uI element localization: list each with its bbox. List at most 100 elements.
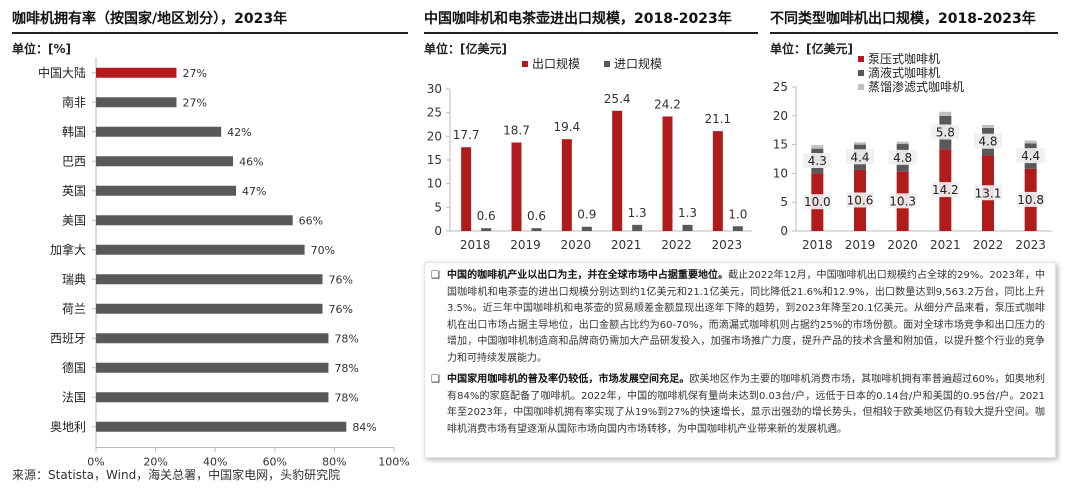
export-bar [612,110,623,231]
bar [96,362,329,373]
left-chart-unit: 单位：[%] [12,42,71,56]
y-tick-label: 20 [773,109,788,123]
x-tick-label: 2021 [930,238,961,252]
legend-label: 出口规模 [532,56,580,71]
import-bar [632,224,643,231]
data-label-bg [846,149,874,165]
export-bar [662,116,673,231]
left-title-rule [12,32,408,34]
y-tick-label: 10 [773,166,788,180]
export-data-label: 17.7 [453,128,480,142]
data-label-bg [846,192,874,208]
export-data-label: 19.4 [553,120,580,134]
data-label-bg [803,153,832,169]
note-export: ❑ 中国的咖啡机产业以出口为主，并在全球市场中占据重要地位。截止2022年12月… [431,268,1045,367]
middle-chart-unit: 单位：[亿美元] [424,42,507,56]
y-tick-label: 20 [427,129,442,143]
import-bar [481,228,492,231]
data-label-bg [1016,148,1045,164]
steam-segment [939,111,952,116]
data-label: 46% [239,155,263,168]
bar [96,215,293,226]
drip-data-label: 4.8 [893,151,912,165]
legend-label: 进口规模 [614,56,662,71]
y-tick-label: 15 [427,153,442,167]
x-tick-label: 20% [143,456,167,469]
y-tick-label: 0 [780,224,788,238]
category-label: 英国 [62,184,86,198]
import-data-label: 1.3 [678,206,697,220]
y-tick-label: 25 [427,106,442,120]
y-tick-label: 10 [427,177,442,191]
export-data-label: 24.2 [654,97,681,111]
bar [96,126,222,137]
x-tick-label: 2020 [561,238,592,252]
export-bar [461,147,472,231]
legend-swatch [858,84,864,90]
x-tick-label: 2022 [973,238,1004,252]
data-label-bg [974,185,1002,201]
bar [96,244,305,255]
legend-label: 泵压式咖啡机 [868,52,940,66]
bullet-icon: ❑ [431,270,440,281]
category-label: 法国 [62,390,86,404]
x-tick-label: 2020 [887,238,918,252]
bar [96,392,329,403]
pump-data-label: 13.1 [975,186,1002,200]
export-bar [511,142,522,231]
steam-segment [1024,140,1037,144]
data-label: 42% [227,126,251,139]
x-tick-label: 2021 [611,238,642,252]
note-text: 截止2022年12月，中国咖啡机出口规模约占全球的29%。2023年，中国咖啡机… [447,270,1045,364]
x-tick-label: 2019 [510,238,541,252]
data-label-bg [888,193,917,209]
y-tick-label: 30 [427,82,442,96]
note-penetration: ❑ 中国家用咖啡机的普及率仍较低，市场发展空间充足。欧美地区作为主要的咖啡机消费… [431,372,1045,438]
y-tick-label: 15 [773,138,788,152]
data-label-bg [931,182,960,198]
data-label: 27% [182,96,206,109]
x-tick-label: 60% [263,456,287,469]
steam-segment [896,141,909,145]
import-bar [531,228,542,231]
data-label: 78% [334,391,358,404]
import-bar [581,226,592,231]
category-label: 奥地利 [50,420,86,434]
pump-data-label: 10.0 [804,195,831,209]
y-tick-label: 5 [434,200,442,214]
drip-data-label: 5.8 [936,126,955,140]
import-data-label: 0.6 [527,209,546,223]
middle-chart-title: 中国咖啡机和电茶壶进出口规模，2018-2023年 [424,11,732,27]
import-bar [682,224,693,231]
data-label: 76% [328,303,352,316]
x-tick-label: 2023 [712,238,743,252]
category-label: 荷兰 [62,302,86,316]
legend-label: 蒸馏渗滤式咖啡机 [868,79,964,94]
x-tick-label: 2022 [661,238,692,252]
note-text: 欧美地区作为主要的咖啡机消费市场，其咖啡机拥有率普遍超过60%，如奥地利有84%… [447,374,1046,435]
data-label-bg [888,149,917,165]
bar [96,274,323,285]
drip-data-label: 4.4 [1021,149,1040,163]
import-data-label: 1.3 [628,206,647,220]
category-label: 西班牙 [50,331,86,345]
pump-data-label: 10.8 [1017,193,1044,207]
import-data-label: 0.9 [577,208,596,222]
bar [96,156,234,167]
data-label: 84% [352,421,376,434]
data-label: 78% [334,362,358,375]
category-label: 中国大陆 [38,65,86,80]
y-tick-label: 5 [780,195,788,209]
trade-scale-chart: 出口规模 进口规模 0 5 10 15 20 25 30 17.7 0.6 2018 18.7 0.6 20… [427,56,752,252]
right-chart-title: 不同类型咖啡机出口规模，2018-2023年 [770,11,1036,27]
category-label: 加拿大 [50,242,86,257]
category-label: 韩国 [62,124,86,139]
category-label: 德国 [62,360,86,375]
analysis-notes: ❑ 中国的咖啡机产业以出口为主，并在全球市场中占据重要地位。截止2022年12月… [424,262,1056,458]
export-data-label: 18.7 [503,123,530,137]
y-tick-label: 0 [434,224,442,238]
data-label: 47% [242,185,266,198]
export-bar [712,131,723,231]
data-label: 27% [182,67,206,80]
left-chart-title: 咖啡机拥有率（按国家/地区划分），2023年 [12,11,288,27]
